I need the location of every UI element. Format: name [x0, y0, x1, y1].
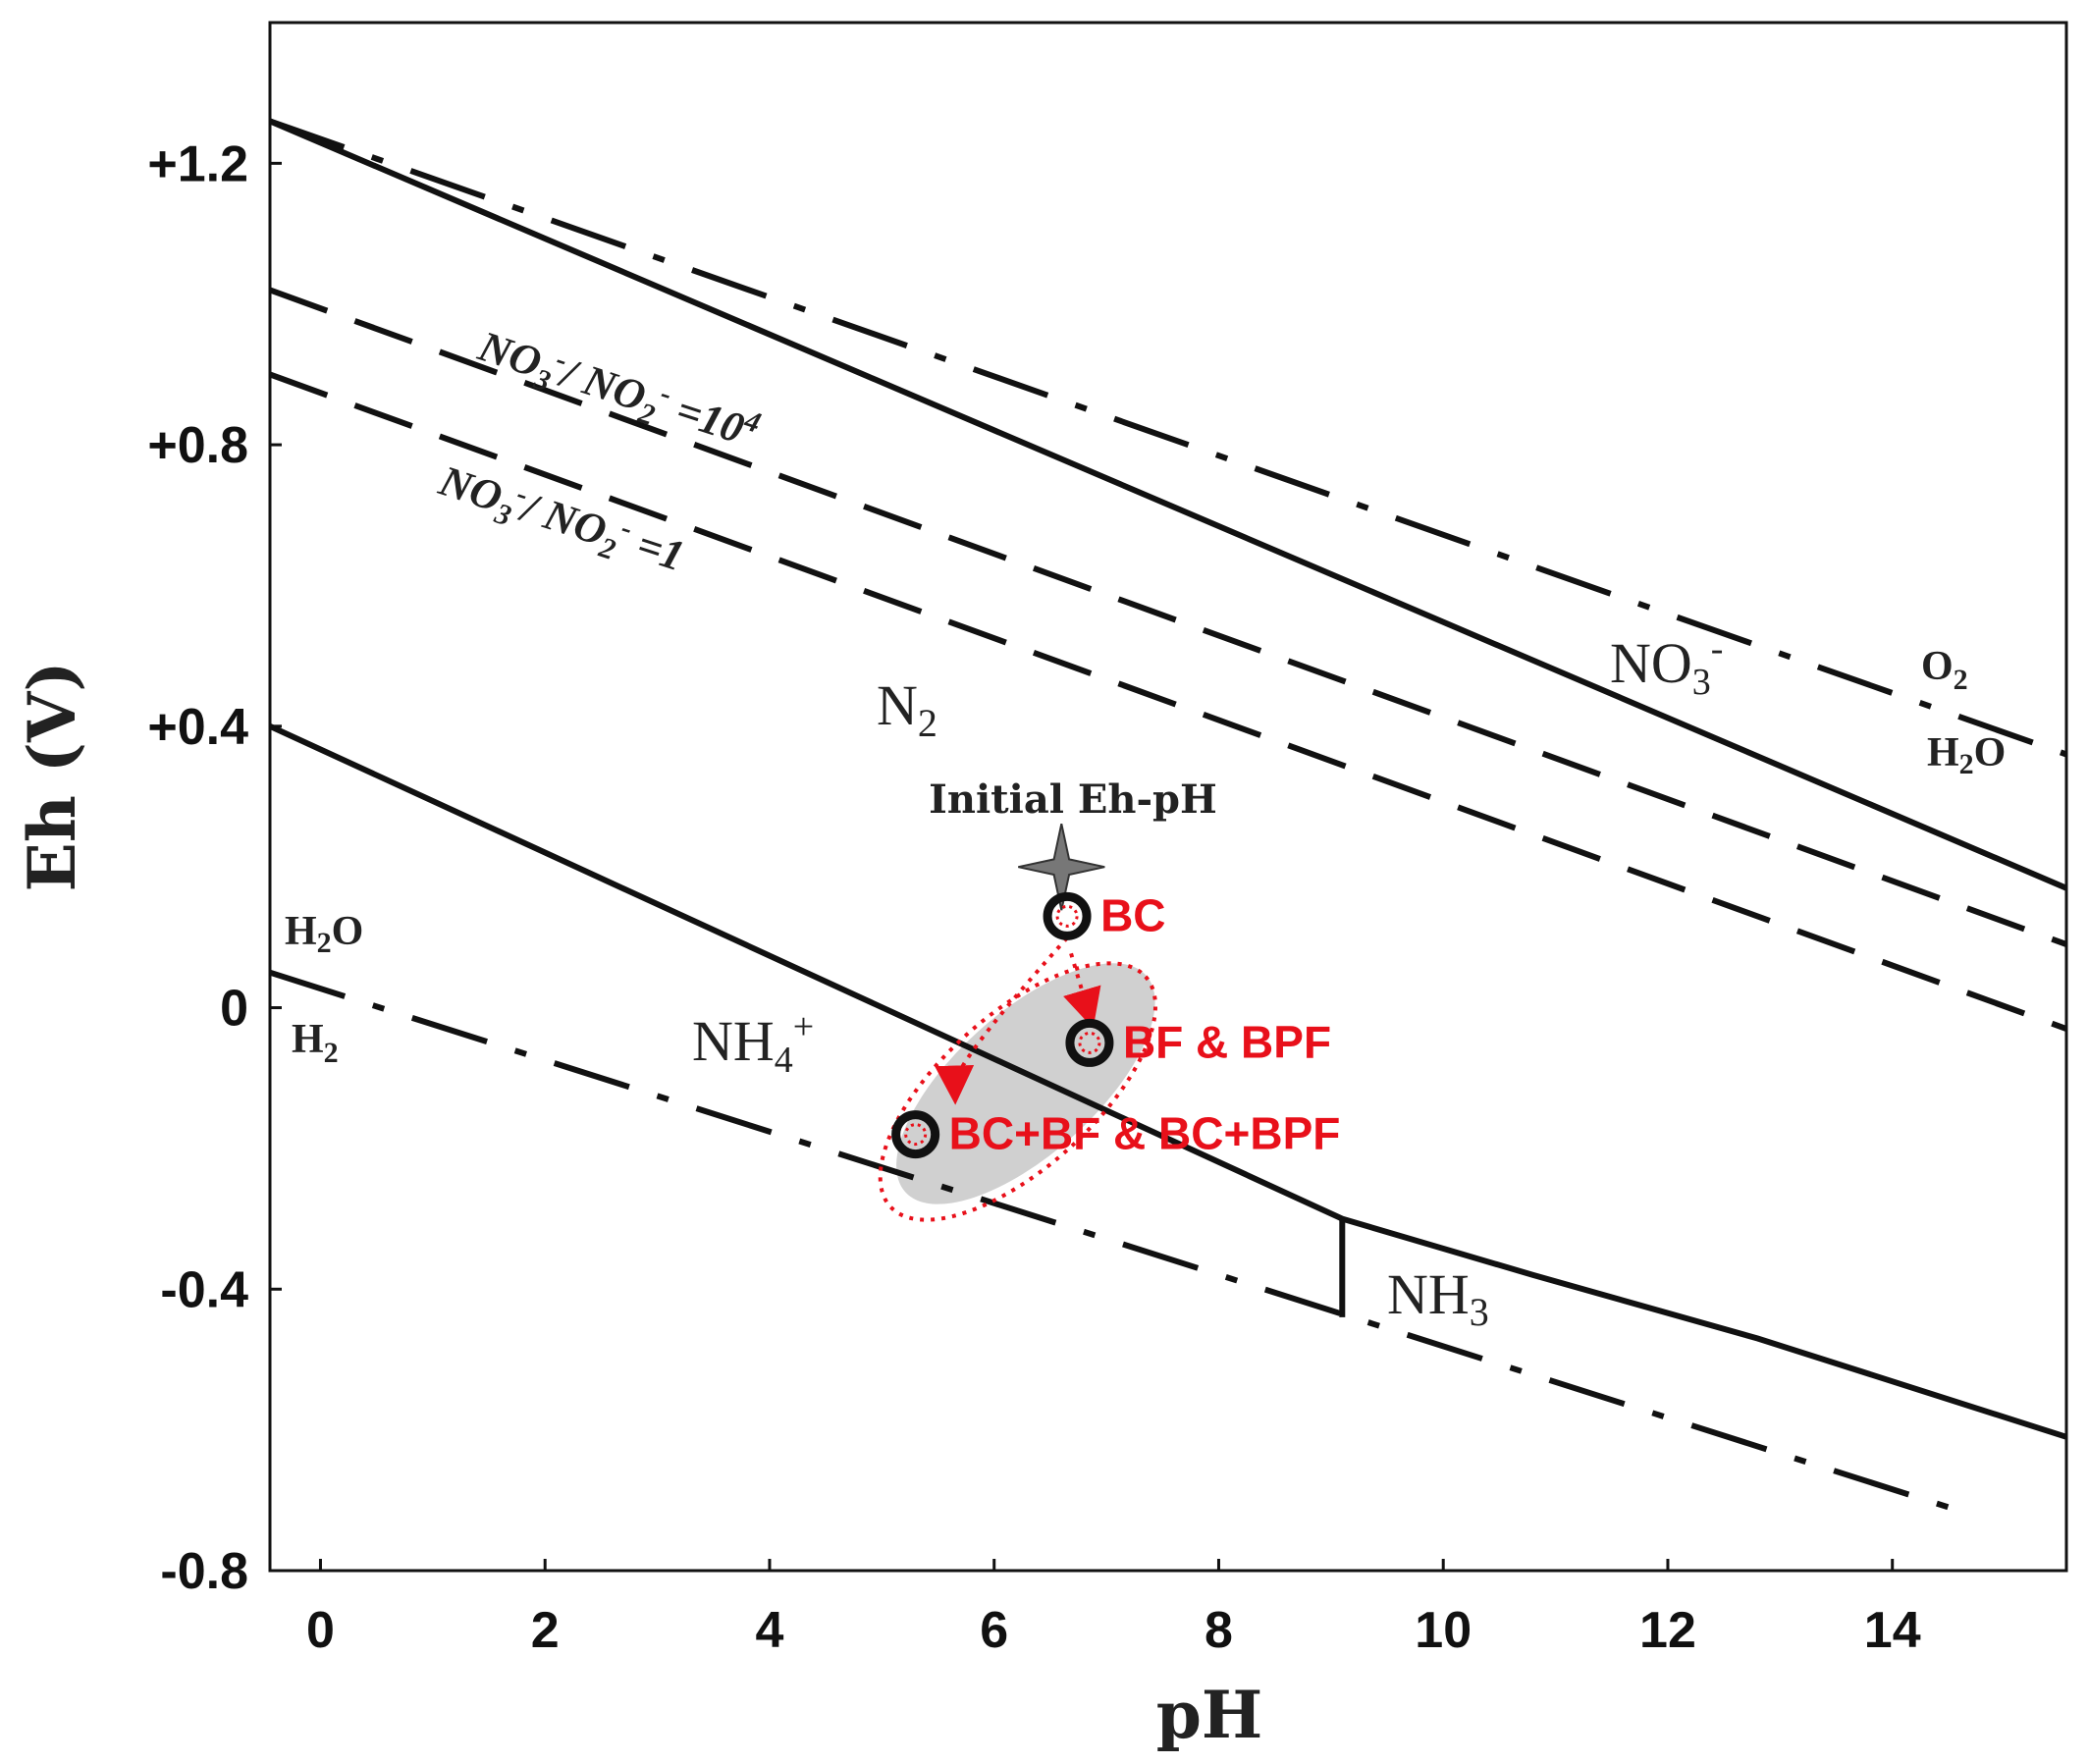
sample-markers: BC BF & BPF BC+BF & BC+BPF [891, 823, 1341, 1159]
sample-label-0: BC [1100, 889, 1165, 940]
y-tick-label-3: 0 [220, 981, 248, 1038]
x-tick-label-5: 10 [1415, 1602, 1472, 1659]
boundary-line-2-solid [268, 118, 2068, 891]
ratio-label-1: NO3-/ NO2- =1 [431, 454, 691, 587]
region-label-h2: H2 [292, 1017, 339, 1069]
trajectory-paths [878, 936, 1157, 1222]
sample-marker-core-0 [1055, 904, 1079, 928]
ratio-label-1e4: NO3-/ NO2- =104 [470, 319, 765, 464]
x-tick-label-0: 0 [306, 1602, 335, 1659]
shaded-region [896, 963, 1155, 1204]
region-label-n2: N2 [877, 673, 937, 745]
y-tick-label-5: -0.8 [160, 1543, 248, 1600]
x-tick-label-7: 14 [1864, 1602, 1921, 1659]
x-tick-label-1: 2 [531, 1602, 560, 1659]
dotted-boundary-ellipse [878, 961, 1157, 1222]
sample-marker-2 [891, 1110, 940, 1159]
y-axis-title: Eh (V) [14, 662, 90, 892]
sample-label-2: BC+BF & BC+BPF [949, 1108, 1341, 1159]
sample-marker-1 [1065, 1018, 1114, 1067]
x-tick-label-6: 12 [1639, 1602, 1696, 1659]
x-tick-label-2: 4 [756, 1602, 784, 1659]
y-tick-label-0: +1.2 [147, 135, 248, 192]
region-label-no3: NO3- [1610, 628, 1723, 703]
boundary-line-0-dash-dot [269, 118, 2067, 758]
sample-marker-core-1 [1078, 1031, 1101, 1054]
x-tick-label-3: 6 [980, 1602, 1008, 1659]
sample-label-1: BF & BPF [1123, 1016, 1331, 1067]
sample-marker-0 [1043, 891, 1092, 940]
arrow-bc-to-combined [935, 936, 1069, 1105]
x-tick-label-4: 8 [1205, 1602, 1233, 1659]
boundary-line-3-dashed [268, 287, 2068, 947]
initial-eh-ph-label: Initial Eh-pH [929, 776, 1217, 823]
shaded-region-layer [896, 963, 1155, 1204]
region-label-nh4: NH4+ [692, 1006, 814, 1081]
region-label-nh3: NH3 [1387, 1262, 1489, 1334]
region-label-h2o-lower: H2O [285, 909, 363, 959]
boundary-line-5-solid [268, 723, 2067, 1440]
plot-frame [268, 21, 2068, 1573]
y-tick-label-4: -0.4 [160, 1261, 248, 1318]
sample-marker-core-2 [904, 1123, 928, 1147]
axis-ticks: 0 2 4 6 8 10 12 14 +1.2 +0.8 +0.4 0 -0.4 -0.8 [147, 135, 1920, 1659]
y-tick-label-1: +0.8 [147, 417, 248, 474]
region-label-h2o-upper: H2O [1927, 730, 2006, 780]
x-axis-title: pH [1156, 1677, 1263, 1753]
boundary-lines [268, 118, 2068, 1518]
y-tick-label-2: +0.4 [147, 699, 248, 756]
region-label-o2: O2 [1921, 644, 1968, 696]
boundary-line-4-dashed [268, 371, 2068, 1032]
initial-point-star [1018, 823, 1105, 911]
